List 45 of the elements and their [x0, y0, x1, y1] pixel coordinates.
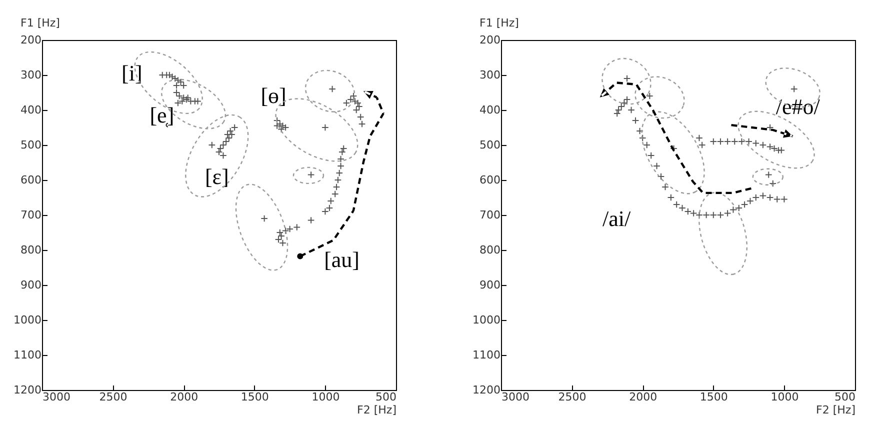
y-tick-label: 300: [20, 68, 42, 82]
x-tick-label: 1000: [312, 390, 340, 404]
x-tick-label: 3000: [502, 390, 530, 404]
y-tick-label: 600: [20, 174, 42, 186]
x-tick-label: 2000: [629, 390, 658, 404]
annotation: /e#o/: [776, 94, 821, 120]
x-tick-label: 2500: [558, 390, 586, 404]
x-tick-label: 1000: [770, 390, 799, 404]
y-tick-label: 500: [20, 138, 42, 152]
y-tick-label: 1100: [14, 348, 42, 362]
y-tick-label: 400: [20, 104, 42, 116]
y-tick-label: 800: [480, 244, 500, 256]
y-tick-label: 700: [480, 208, 500, 222]
y-tick-label: 300: [480, 68, 500, 82]
annotation: [ɵ]: [260, 83, 286, 108]
y-tick-label: 900: [480, 278, 500, 292]
y-tick-label: 1200: [14, 384, 42, 396]
y-tick-label: 200: [480, 34, 500, 46]
y-tick-label: 900: [20, 278, 42, 292]
y-tick-label: 1100: [472, 348, 500, 362]
y-axis-title: F1 [Hz]: [20, 16, 60, 30]
x-tick-label: 1500: [700, 390, 728, 404]
annotation: [ɛ]: [204, 164, 229, 189]
y-tick-label: 1000: [14, 314, 42, 326]
annotation: [au]: [324, 246, 360, 272]
x-tick-label: 1500: [240, 390, 269, 404]
y-tick-label: 600: [480, 174, 500, 186]
x-tick-label: 2000: [170, 390, 198, 404]
x-axis-title: F2 [Hz]: [816, 404, 856, 416]
y-tick-label: 700: [20, 208, 42, 222]
annotation: /ai/: [602, 206, 632, 232]
x-tick-label: 500: [834, 390, 856, 404]
y-tick-label: 1200: [472, 384, 500, 396]
y-tick-label: 500: [480, 138, 500, 152]
annotation: [e̜]: [150, 102, 174, 128]
x-tick-label: 3000: [42, 390, 70, 404]
y-tick-label: 1000: [472, 314, 500, 326]
y-tick-label: 400: [480, 104, 500, 116]
x-axis-title: F2 [Hz]: [357, 404, 396, 416]
y-tick-label: 200: [20, 34, 42, 46]
y-tick-label: 800: [20, 244, 42, 256]
y-axis-title: F1 [Hz]: [480, 16, 519, 30]
x-tick-label: 500: [376, 390, 396, 404]
x-tick-label: 2500: [99, 390, 128, 404]
annotation: [i]: [122, 60, 142, 86]
